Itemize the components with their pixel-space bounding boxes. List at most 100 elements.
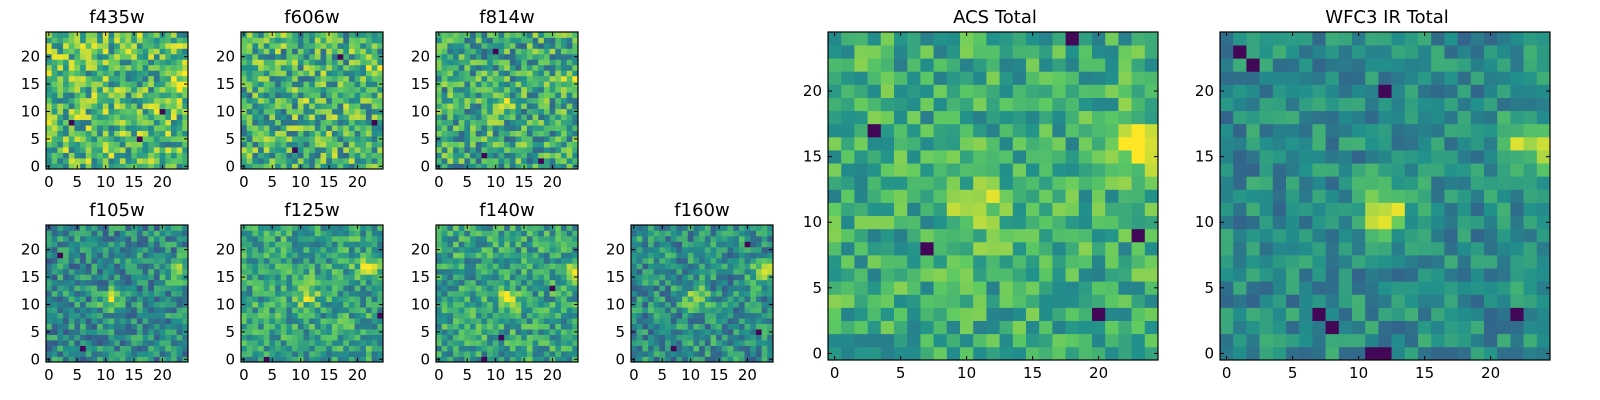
heatmap-cell bbox=[136, 252, 143, 259]
heatmap-cell bbox=[74, 103, 81, 110]
heatmap-cell bbox=[97, 356, 104, 363]
heatmap-cell bbox=[636, 296, 643, 303]
heatmap-cell bbox=[292, 340, 299, 346]
heatmap-cell bbox=[841, 281, 855, 295]
heatmap-cell bbox=[365, 86, 372, 93]
axes-frame bbox=[630, 224, 774, 363]
heatmap-cell bbox=[1012, 294, 1027, 308]
heatmap-cell bbox=[263, 42, 270, 49]
heatmap-cell bbox=[348, 130, 355, 137]
heatmap-cell bbox=[275, 75, 282, 82]
heatmap-cell bbox=[470, 296, 477, 303]
heatmap-cell bbox=[97, 285, 104, 292]
heatmap-cell bbox=[487, 230, 494, 237]
heatmap-cell bbox=[170, 340, 177, 346]
heatmap-cell bbox=[441, 329, 448, 335]
heatmap-cell bbox=[119, 86, 126, 93]
heatmap-cell bbox=[80, 70, 87, 77]
heatmap-cell bbox=[682, 263, 689, 270]
heatmap-cell bbox=[509, 334, 516, 341]
heatmap-cell bbox=[170, 268, 177, 275]
heatmap-cell bbox=[176, 329, 183, 335]
heatmap-cell bbox=[114, 296, 121, 303]
heatmap-cell bbox=[320, 268, 327, 275]
heatmap-cell bbox=[176, 147, 183, 153]
heatmap-cell bbox=[738, 318, 745, 324]
heatmap-cell bbox=[920, 202, 934, 217]
heatmap-cell bbox=[659, 318, 666, 324]
heatmap-cell bbox=[515, 158, 522, 164]
heatmap-cell bbox=[515, 48, 522, 55]
heatmap-cell bbox=[57, 86, 64, 93]
heatmap-cell bbox=[297, 340, 304, 346]
heatmap-cell bbox=[458, 103, 465, 110]
heatmap-cell bbox=[841, 176, 855, 190]
heatmap-cell bbox=[57, 263, 64, 270]
heatmap-cell bbox=[371, 323, 378, 330]
heatmap-cell bbox=[880, 215, 895, 230]
heatmap-cell bbox=[119, 75, 126, 82]
heatmap-cell bbox=[170, 301, 177, 308]
heatmap-cell bbox=[543, 307, 550, 314]
heatmap-cell bbox=[946, 215, 961, 230]
heatmap-cell bbox=[241, 119, 248, 126]
heatmap-cell bbox=[481, 257, 488, 264]
heatmap-cell bbox=[538, 92, 545, 99]
heatmap-cell bbox=[286, 130, 293, 137]
heatmap-cell bbox=[532, 252, 539, 259]
heatmap-cell bbox=[170, 351, 177, 357]
heatmap-cell bbox=[337, 230, 344, 237]
heatmap-cell bbox=[258, 147, 265, 153]
heatmap-cell bbox=[1092, 307, 1106, 321]
heatmap-cell bbox=[142, 225, 149, 231]
heatmap-cell bbox=[159, 246, 166, 253]
heatmap-cell bbox=[326, 329, 333, 335]
heatmap-cell bbox=[470, 268, 477, 275]
heatmap-cell bbox=[258, 235, 265, 242]
heatmap-cell bbox=[159, 329, 166, 335]
heatmap-cell bbox=[492, 42, 499, 49]
heatmap-cell bbox=[63, 114, 70, 121]
heatmap-cell bbox=[498, 158, 505, 164]
heatmap-cell bbox=[170, 334, 177, 341]
heatmap-cell bbox=[148, 119, 155, 126]
heatmap-cell bbox=[526, 119, 533, 126]
heatmap-cell bbox=[653, 301, 660, 308]
heatmap-cell bbox=[108, 290, 115, 297]
heatmap-cell bbox=[63, 252, 70, 259]
heatmap-cell bbox=[532, 119, 539, 126]
heatmap-cell bbox=[377, 152, 384, 159]
heatmap-cell bbox=[68, 70, 75, 77]
heatmap-cell bbox=[509, 136, 516, 142]
heatmap-cell bbox=[470, 97, 477, 104]
heatmap-cell bbox=[326, 307, 333, 314]
heatmap-cell bbox=[365, 64, 372, 71]
heatmap-cell bbox=[252, 136, 259, 142]
heatmap-cell bbox=[176, 130, 183, 137]
heatmap-cell bbox=[125, 108, 132, 115]
heatmap-cell bbox=[549, 141, 556, 148]
heatmap-cell bbox=[320, 64, 327, 71]
heatmap-cell bbox=[80, 48, 87, 55]
heatmap-cell bbox=[108, 307, 115, 314]
heatmap-cell bbox=[348, 103, 355, 110]
heatmap-cell bbox=[682, 257, 689, 264]
heatmap-cell bbox=[114, 114, 121, 121]
heatmap-cell bbox=[447, 246, 454, 253]
heatmap-cell bbox=[504, 263, 511, 270]
heatmap-cell bbox=[504, 130, 511, 137]
heatmap-cell bbox=[371, 53, 378, 60]
heatmap-cell bbox=[377, 312, 384, 319]
heatmap-cell bbox=[1078, 163, 1093, 177]
heatmap-cell bbox=[464, 274, 471, 281]
heatmap-cell bbox=[97, 37, 104, 44]
heatmap-cell bbox=[464, 158, 471, 164]
heatmap-cell bbox=[555, 345, 562, 352]
heatmap-cell bbox=[665, 252, 672, 259]
heatmap-cell bbox=[354, 246, 361, 253]
heatmap-cell bbox=[631, 345, 638, 352]
heatmap-cell bbox=[470, 59, 477, 66]
heatmap-cell bbox=[526, 356, 533, 363]
heatmap-cell bbox=[331, 64, 338, 71]
heatmap-cell bbox=[999, 228, 1014, 243]
